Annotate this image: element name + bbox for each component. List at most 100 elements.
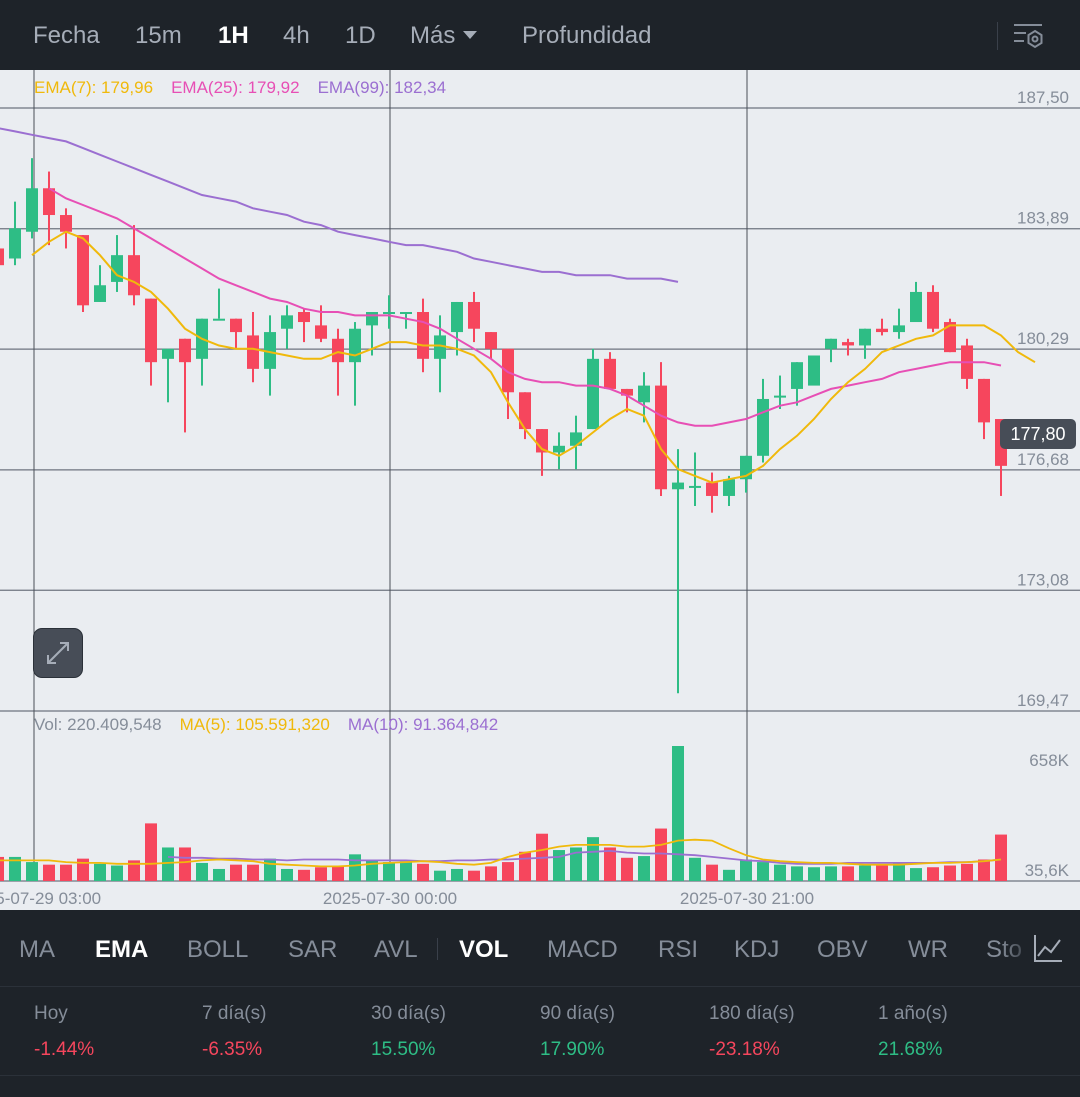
volume-bar <box>179 847 191 881</box>
indicator-wr[interactable]: WR <box>908 936 948 963</box>
ema7-legend: EMA(7): 179,96 <box>34 78 154 97</box>
indicator-kdj[interactable]: KDJ <box>734 936 780 963</box>
volume-bar <box>451 868 463 881</box>
volume-bar <box>587 837 599 881</box>
vol-ma10-legend: MA(10): 91.364,842 <box>347 715 499 734</box>
candle-body <box>60 215 72 232</box>
candle-body <box>128 255 140 296</box>
fullscreen-button[interactable] <box>33 628 83 678</box>
volume-bar <box>859 865 871 881</box>
candle-body <box>757 398 769 456</box>
indicator-settings-icon[interactable] <box>1032 932 1064 964</box>
candle-body <box>213 318 225 321</box>
perf-value: -1.44% <box>34 1039 95 1060</box>
volume-bar <box>0 856 4 881</box>
candle-body <box>519 392 531 430</box>
volume-axis-label: 658K <box>1029 751 1069 770</box>
volume-bar <box>995 834 1007 881</box>
volume-bar <box>723 869 735 881</box>
candle-body <box>638 385 650 403</box>
tab-1h[interactable]: 1H <box>218 22 249 49</box>
volume-bar <box>689 857 701 881</box>
perf-value: 15.50% <box>371 1039 436 1060</box>
volume-bar <box>247 864 259 881</box>
indicator-ma[interactable]: MA <box>19 936 55 963</box>
toolbar-divider <box>997 22 998 50</box>
candle-body <box>43 188 55 216</box>
candle-body <box>978 378 990 423</box>
indicator-macd[interactable]: MACD <box>547 936 618 963</box>
more-dropdown[interactable]: Más <box>410 22 478 50</box>
tab-4h[interactable]: 4h <box>283 22 310 49</box>
candle-body <box>485 332 497 349</box>
indicator-obv[interactable]: OBV <box>817 936 868 963</box>
volume-bar <box>315 867 327 881</box>
volume-bar <box>774 864 786 881</box>
volume-bar <box>672 746 684 881</box>
tab-1d[interactable]: 1D <box>345 22 376 49</box>
candle-body <box>366 312 378 326</box>
indicator-avl[interactable]: AVL <box>374 936 418 963</box>
time-axis-label: 2025-07-30 00:00 <box>323 889 457 908</box>
volume-bar <box>43 864 55 881</box>
vol-ma5-line <box>0 838 1002 868</box>
candle-body <box>927 291 939 329</box>
perf-90d: 90 día(s) 17.90% <box>540 1003 615 1061</box>
volume-bar <box>519 851 531 881</box>
performance-summary: Hoy -1.44% 7 día(s) -6.35% 30 día(s) 15.… <box>0 987 1080 1076</box>
volume-bar <box>26 862 38 881</box>
candlestick-chart[interactable]: 187,50 183,89 180,29 176,68 173,08 169,47 658K… <box>0 70 1080 910</box>
volume-bar <box>196 862 208 881</box>
indicator-vol[interactable]: VOL <box>459 936 509 963</box>
volume-bar <box>553 850 565 881</box>
volume-bar <box>655 828 667 881</box>
price-axis-label: 173,08 <box>1017 570 1069 589</box>
candle-body <box>502 348 514 393</box>
tab-15m[interactable]: 15m <box>135 22 182 49</box>
volume-bar <box>621 857 633 881</box>
candle-body <box>298 312 310 323</box>
price-axis-label: 176,68 <box>1017 450 1069 469</box>
candle-body <box>332 338 344 363</box>
candle-body <box>9 228 21 259</box>
volume-bar <box>791 866 803 881</box>
volume-bar <box>876 865 888 881</box>
date-tab[interactable]: Fecha <box>33 22 100 49</box>
volume-bar <box>978 859 990 881</box>
volume-bar <box>298 869 310 881</box>
indicator-fade <box>1000 910 1080 986</box>
candle-body <box>825 338 837 349</box>
indicator-ema[interactable]: EMA <box>95 936 149 963</box>
candle-body <box>468 301 480 329</box>
depth-tab[interactable]: Profundidad <box>522 22 652 49</box>
candle-body <box>264 332 276 369</box>
volume-bar <box>468 870 480 881</box>
indicator-boll[interactable]: BOLL <box>187 936 249 963</box>
volume-axis-label: 35,6K <box>1025 861 1070 880</box>
candle-body <box>587 358 599 430</box>
candle-body <box>0 248 4 266</box>
candle-body <box>910 291 922 323</box>
candle-body <box>570 432 582 446</box>
candle-body <box>230 318 242 333</box>
candle-body <box>859 328 871 346</box>
volume-bar <box>502 862 514 881</box>
candle-body <box>604 358 616 389</box>
candle-body <box>162 348 174 359</box>
candle-body <box>94 285 106 302</box>
indicator-sar[interactable]: SAR <box>288 936 338 963</box>
more-label: Más <box>410 22 456 49</box>
chart-canvas: 187,50 183,89 180,29 176,68 173,08 169,47 658K… <box>0 70 1080 908</box>
candle-body <box>774 395 786 398</box>
volume-bar <box>111 865 123 881</box>
perf-180d: 180 día(s) -23.18% <box>709 1003 795 1061</box>
volume-bar <box>264 858 276 881</box>
candle-body <box>621 388 633 396</box>
indicator-rsi[interactable]: RSI <box>658 936 699 963</box>
perf-label: 30 día(s) <box>371 1003 446 1024</box>
volume-bar <box>485 866 497 881</box>
volume-bar <box>910 868 922 881</box>
candle-body <box>944 322 956 353</box>
volume-bar <box>638 856 650 881</box>
chart-settings-icon[interactable] <box>1012 20 1046 52</box>
